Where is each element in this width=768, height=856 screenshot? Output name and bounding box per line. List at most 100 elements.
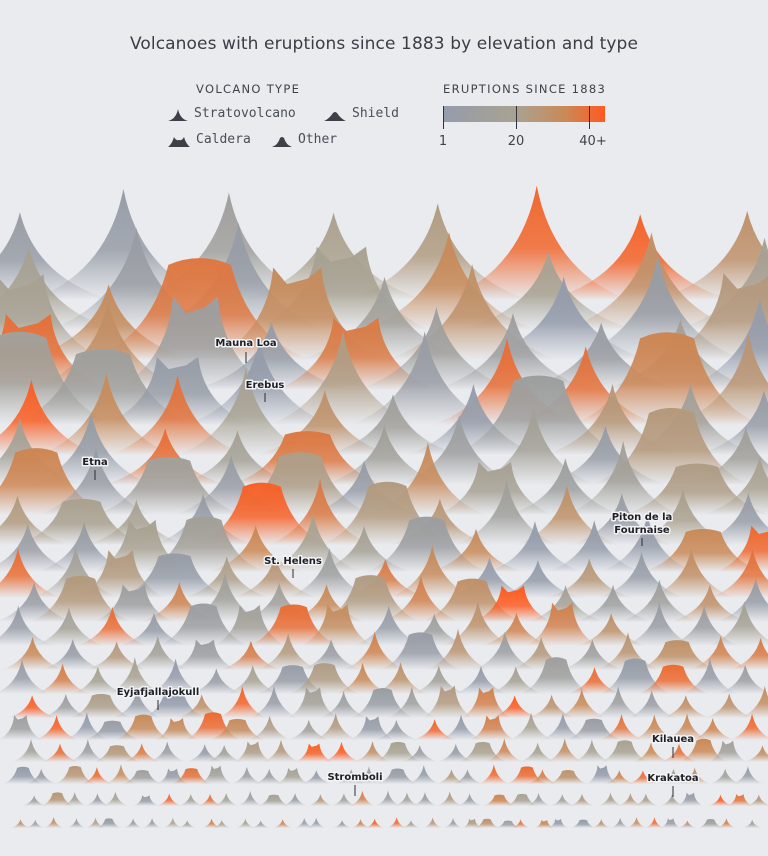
volcano-peak bbox=[325, 394, 462, 455]
volcano-peak bbox=[148, 741, 187, 762]
volcano-peak bbox=[175, 430, 300, 485]
volcano-peak bbox=[40, 792, 75, 806]
annotation-kilauea: Kilauea bbox=[652, 734, 694, 745]
volcano-peak bbox=[43, 817, 64, 828]
volcano-peak bbox=[34, 715, 79, 740]
volcano-peak bbox=[485, 738, 524, 762]
volcano-peak bbox=[655, 210, 768, 300]
volcano-peak bbox=[66, 818, 87, 828]
volcano-peak bbox=[521, 322, 682, 390]
volcano-peak bbox=[68, 739, 107, 762]
volcano-peak bbox=[92, 745, 142, 762]
volcano-peak bbox=[361, 232, 538, 330]
volcano-peak bbox=[493, 560, 582, 598]
volcano-peak bbox=[509, 712, 554, 740]
volcano-peak bbox=[540, 712, 585, 740]
volcano-peak bbox=[647, 548, 736, 598]
volcano-peak bbox=[665, 713, 710, 740]
volcano-peak bbox=[452, 665, 509, 694]
volcano-peak bbox=[231, 556, 320, 598]
volcano-peak bbox=[0, 715, 43, 740]
color-bar-tick-40 bbox=[589, 106, 590, 129]
volcano-peak bbox=[534, 819, 555, 828]
volcano-peak bbox=[294, 817, 315, 828]
volcano-peak bbox=[41, 743, 80, 762]
volcano-peak bbox=[681, 658, 738, 694]
color-bar-tick-label-20: 20 bbox=[507, 134, 525, 149]
volcano-peak bbox=[239, 582, 320, 622]
volcano-peak bbox=[565, 440, 682, 515]
volcano-peak bbox=[25, 819, 46, 828]
volcano-peak bbox=[573, 584, 654, 622]
volcano-peak bbox=[460, 251, 637, 330]
volcano-peak bbox=[439, 714, 484, 740]
volcano-peak bbox=[726, 794, 753, 806]
volcano-peak bbox=[64, 711, 109, 740]
volcano-peak bbox=[572, 739, 611, 762]
volcano-peak bbox=[548, 818, 569, 828]
volcano-peak bbox=[443, 817, 464, 828]
volcano-peak bbox=[436, 791, 463, 806]
volcano-peak bbox=[268, 331, 417, 425]
volcano-peak bbox=[330, 793, 357, 806]
volcano-peak bbox=[123, 818, 144, 828]
color-bar-tick-label-1: 1 bbox=[438, 134, 448, 149]
volcano-peak bbox=[177, 793, 204, 806]
volcano-peak bbox=[48, 227, 225, 330]
volcano-peak bbox=[156, 603, 251, 646]
volcano-peak bbox=[405, 384, 542, 455]
volcano-peak bbox=[185, 744, 224, 762]
volcano-peak bbox=[185, 340, 334, 425]
volcano-peak bbox=[316, 525, 413, 572]
volcano-annotations: Mauna Loa Erebus Etna Piton de la Fournaise S… bbox=[81, 337, 700, 797]
volcano-peak bbox=[436, 743, 475, 762]
volcano-peak bbox=[441, 600, 514, 646]
volcano-peak bbox=[560, 639, 625, 670]
volcano-peak bbox=[298, 276, 471, 360]
volcano-peak bbox=[548, 214, 733, 300]
volcano-peak bbox=[142, 818, 163, 828]
volcano-peak bbox=[626, 690, 677, 718]
volcano-peak bbox=[386, 264, 559, 360]
volcano-peak bbox=[272, 819, 293, 828]
volcano-peak bbox=[170, 768, 213, 784]
volcano-peak bbox=[569, 493, 674, 545]
volcano-peak bbox=[350, 716, 395, 740]
volcano-peak bbox=[519, 657, 593, 694]
volcano-peak bbox=[176, 694, 227, 718]
volcano-peak bbox=[544, 383, 681, 455]
volcano-peak bbox=[660, 818, 681, 828]
volcano-peak bbox=[0, 659, 51, 694]
volcano-peak bbox=[565, 718, 623, 740]
volcano-peak bbox=[378, 632, 462, 670]
volcano-peak bbox=[288, 687, 339, 718]
volcano-peak bbox=[288, 663, 361, 694]
volcano-peak bbox=[745, 794, 768, 806]
volcano-peak bbox=[156, 793, 183, 806]
volcano-peak bbox=[250, 820, 271, 828]
volcano-peak bbox=[84, 641, 149, 670]
volcano-peak bbox=[25, 768, 58, 784]
volcano-peak bbox=[106, 657, 163, 694]
volcano-peak bbox=[411, 792, 438, 806]
volcano-peak bbox=[104, 764, 137, 784]
other-volcano-icon bbox=[272, 136, 292, 147]
volcano-peak bbox=[674, 333, 768, 425]
volcano-peak bbox=[349, 688, 415, 718]
volcano-peak bbox=[422, 817, 443, 828]
volcano-peak bbox=[139, 582, 220, 622]
volcano-peak bbox=[154, 718, 199, 740]
volcano-peak bbox=[112, 688, 163, 718]
volcano-peak bbox=[10, 819, 31, 828]
annotation-krakatoa: Krakatoa bbox=[647, 773, 698, 784]
volcano-peak bbox=[683, 426, 768, 485]
volcano-peak bbox=[695, 390, 768, 455]
volcano-peak bbox=[12, 739, 51, 762]
volcano-peak bbox=[595, 632, 660, 670]
volcano-peak bbox=[398, 613, 471, 646]
volcano-peak bbox=[132, 795, 159, 806]
volcano-peak bbox=[462, 818, 483, 828]
volcano-peak bbox=[201, 818, 222, 828]
volcano-peak bbox=[397, 415, 522, 485]
volcano-peak bbox=[495, 820, 522, 828]
